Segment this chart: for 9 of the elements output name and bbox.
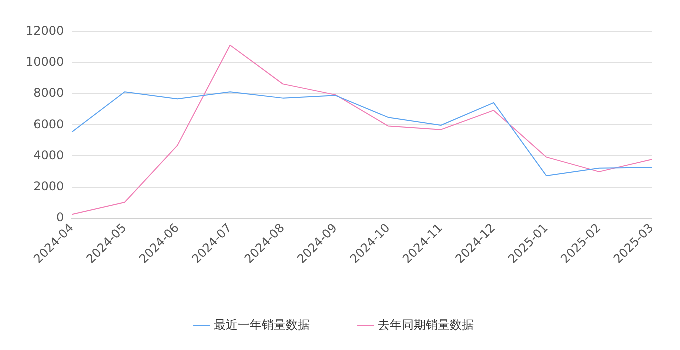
y-tick-label: 12000: [26, 24, 64, 38]
legend-label: 去年同期销量数据: [378, 318, 474, 332]
y-tick-label: 6000: [34, 117, 64, 132]
y-tick-label: 10000: [26, 55, 64, 70]
y-tick-label: 2000: [34, 179, 64, 194]
y-tick-label: 8000: [34, 86, 64, 100]
legend-label: 最近一年销量数据: [214, 318, 310, 332]
y-tick-label: 4000: [34, 148, 64, 162]
y-tick-label: 0: [56, 210, 64, 224]
